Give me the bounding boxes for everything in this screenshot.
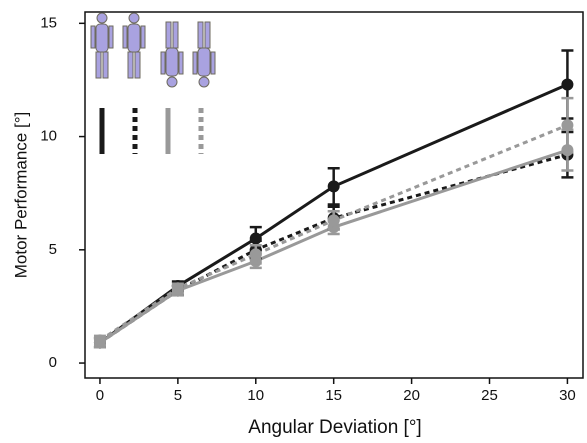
data-point (93, 334, 106, 347)
y-tick-label: 5 (49, 241, 57, 258)
x-tick-label: 30 (559, 387, 576, 404)
data-point (561, 78, 574, 91)
y-axis-label: Motor Performance [°] (11, 112, 30, 278)
y-tick-label: 15 (40, 14, 57, 31)
x-tick-label: 20 (403, 387, 420, 404)
x-tick-label: 5 (174, 387, 182, 404)
data-point (561, 119, 574, 132)
y-tick-label: 10 (40, 128, 57, 145)
data-point (327, 180, 340, 193)
x-tick-label: 10 (247, 387, 264, 404)
x-tick-label: 0 (96, 387, 104, 404)
data-point (249, 248, 262, 261)
data-point (327, 214, 340, 227)
figure-icons (90, 12, 216, 88)
x-tick-label: 15 (325, 387, 342, 404)
x-tick-label: 25 (481, 387, 498, 404)
y-tick-label: 0 (49, 354, 57, 371)
data-point (171, 282, 184, 295)
x-axis-label: Angular Deviation [°] (248, 417, 421, 438)
